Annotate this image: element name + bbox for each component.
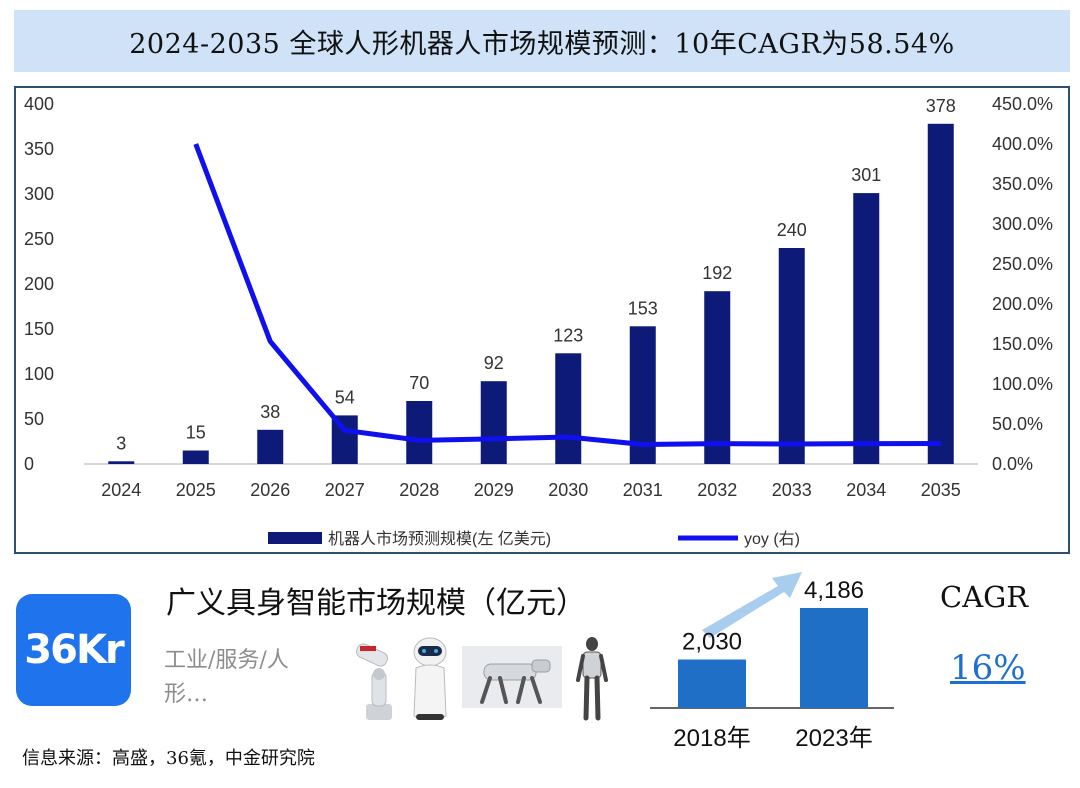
bar xyxy=(927,123,954,465)
bar-data-label: 92 xyxy=(484,353,504,373)
x-axis-tick: 2026 xyxy=(250,480,290,500)
bar xyxy=(108,461,135,464)
legend-bar-label: 机器人市场预测规模(左 亿美元) xyxy=(328,530,551,548)
bar-data-label: 38 xyxy=(260,402,280,422)
bar-data-label: 123 xyxy=(553,325,583,345)
x-axis-tick: 2024 xyxy=(101,480,141,500)
x-axis-tick: 2027 xyxy=(325,480,365,500)
x-axis-tick: 2028 xyxy=(399,480,439,500)
left-axis-tick: 0 xyxy=(24,454,34,474)
logo-text: 36Kr xyxy=(24,627,124,673)
bar-data-label: 153 xyxy=(628,298,658,318)
bar-data-label: 15 xyxy=(186,423,206,443)
right-axis-tick: 100.0% xyxy=(992,374,1053,394)
x-axis-tick: 2035 xyxy=(921,480,961,500)
left-axis-tick: 400 xyxy=(24,94,54,114)
bar-data-label: 301 xyxy=(851,165,881,185)
left-axis-tick: 300 xyxy=(24,184,54,204)
embodied-market-subtitle: 工业/服务/人形… xyxy=(164,648,289,707)
bar-data-label: 192 xyxy=(702,263,732,283)
robot-dog-icon xyxy=(462,646,562,708)
service-robot-icon xyxy=(413,637,447,720)
bar-data-label: 70 xyxy=(409,373,429,393)
left-axis-tick: 50 xyxy=(24,409,44,429)
title-banner: 2024-2035 全球人形机器人市场规模预测：10年CAGR为58.54% xyxy=(14,10,1070,72)
yoy-line xyxy=(193,143,941,447)
x-axis-tick: 2029 xyxy=(474,480,514,500)
right-axis-tick: 0.0% xyxy=(992,454,1033,474)
cagr-label: CAGR xyxy=(940,580,1029,614)
robot-images xyxy=(356,637,608,721)
source-note: 信息来源：高盛，36氪，中金研究院 xyxy=(22,748,315,769)
small-bar xyxy=(800,608,868,708)
right-axis-tick: 400.0% xyxy=(992,134,1053,154)
bar xyxy=(853,193,880,464)
bar xyxy=(480,381,507,464)
x-axis-tick: 2030 xyxy=(548,480,588,500)
left-axis-tick: 100 xyxy=(24,364,54,384)
embodied-market-chart: 2,030 2018年 4,186 2023年 xyxy=(650,572,894,752)
x-axis-tick: 2025 xyxy=(176,480,216,500)
left-axis-tick: 150 xyxy=(24,319,54,339)
bar xyxy=(778,248,805,464)
bar xyxy=(629,326,656,464)
legend-bar-swatch xyxy=(268,532,322,544)
small-x-tick: 2023年 xyxy=(795,725,872,752)
bar-data-label: 54 xyxy=(335,387,355,407)
left-axis-tick: 350 xyxy=(24,139,54,159)
right-axis-tick: 450.0% xyxy=(992,94,1053,114)
x-axis-tick: 2034 xyxy=(846,480,886,500)
small-bar-label: 4,186 xyxy=(804,577,864,604)
page-title: 2024-2035 全球人形机器人市场规模预测：10年CAGR为58.54% xyxy=(129,28,955,60)
legend-line-label: yoy (右) xyxy=(744,530,800,548)
36kr-logo: 36Kr xyxy=(16,594,131,706)
right-axis-tick: 350.0% xyxy=(992,174,1053,194)
right-axis-tick: 250.0% xyxy=(992,254,1053,274)
main-chart-frame: 0 50 100 150 200 250 300 350 400 0.0% 50.0% 100.0% 1… xyxy=(14,86,1070,554)
x-axis-tick: 2032 xyxy=(697,480,737,500)
bar-data-label: 378 xyxy=(926,96,956,116)
left-axis-tick: 250 xyxy=(24,229,54,249)
humanoid-robot-icon xyxy=(576,637,608,721)
right-axis-tick: 300.0% xyxy=(992,214,1053,234)
bar-data-label: 3 xyxy=(116,433,126,453)
x-axis-tick: 2033 xyxy=(772,480,812,500)
industrial-robot-arm-icon xyxy=(356,643,392,720)
embodied-market-title: 广义具身智能市场规模（亿元） xyxy=(166,586,586,621)
bar-data-label: 240 xyxy=(777,220,807,240)
right-axis-tick: 150.0% xyxy=(992,334,1053,354)
small-x-tick: 2018年 xyxy=(673,725,750,752)
small-bar xyxy=(678,659,746,708)
growth-arrow-icon xyxy=(702,572,802,638)
main-chart: 0 50 100 150 200 250 300 350 400 0.0% 50.0% 100.0% 1… xyxy=(24,94,1053,548)
bar xyxy=(257,429,284,464)
x-axis-tick: 2031 xyxy=(623,480,663,500)
left-axis-tick: 200 xyxy=(24,274,54,294)
right-axis-tick: 200.0% xyxy=(992,294,1053,314)
cagr-value: 16% xyxy=(950,648,1026,688)
bar xyxy=(704,291,731,464)
small-bar-label: 2,030 xyxy=(682,629,742,656)
bar xyxy=(182,450,209,464)
bar xyxy=(406,401,433,464)
bar xyxy=(555,353,582,464)
right-axis-tick: 50.0% xyxy=(992,414,1043,434)
